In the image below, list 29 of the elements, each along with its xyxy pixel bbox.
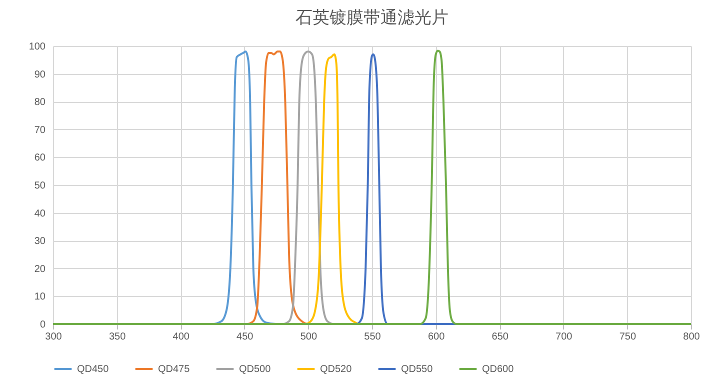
x-tick-label: 500 [300,332,318,342]
x-tick-label: 750 [619,332,636,342]
x-tick-label: 700 [556,332,573,342]
legend-label: QD450 [77,364,110,375]
legend-label: QD550 [401,364,434,375]
x-tick-label: 550 [364,332,382,342]
legend-label: QD520 [320,364,352,375]
x-tick-label: 650 [492,332,509,342]
y-tick-label: 100 [28,42,46,52]
chart-title: 石英镀膜带通滤光片 [296,8,448,27]
legend-label: QD475 [158,364,190,375]
y-tick-label: 50 [34,180,46,192]
y-tick-label: 30 [34,236,46,248]
x-tick-label: 450 [236,332,254,342]
y-tick-label: 90 [34,69,46,80]
y-tick-label: 80 [34,97,46,108]
legend-label: QD600 [482,364,514,375]
y-tick-label: 20 [34,264,46,275]
y-tick-label: 60 [34,152,46,164]
y-tick-label: 0 [40,320,46,330]
x-tick-label: 600 [428,332,446,342]
y-tick-label: 70 [34,124,46,136]
legend-label: QD500 [239,364,272,375]
x-tick-label: 300 [45,332,62,342]
y-tick-label: 10 [34,292,46,303]
x-tick-label: 350 [108,332,126,342]
x-tick-label: 400 [172,332,190,342]
y-tick-label: 40 [34,208,46,220]
x-tick-label: 800 [683,332,700,342]
